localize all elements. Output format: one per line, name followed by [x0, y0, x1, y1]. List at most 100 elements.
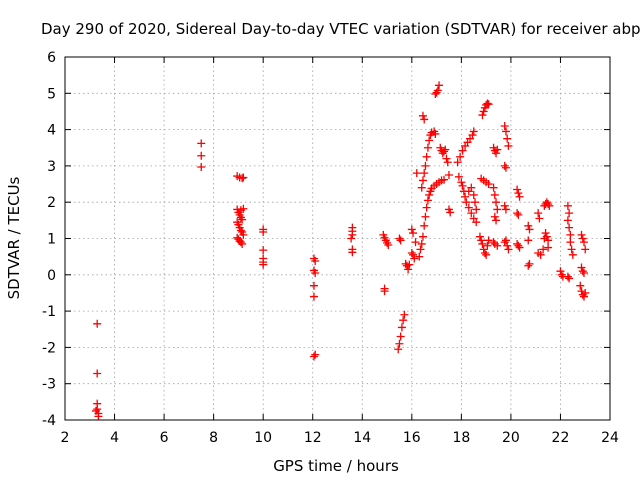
- data-point: [565, 223, 574, 232]
- data-point: [405, 260, 414, 269]
- data-point: [238, 239, 247, 248]
- x-axis-title: GPS time / hours: [273, 457, 399, 475]
- data-point: [493, 241, 502, 250]
- data-point: [484, 100, 493, 109]
- data-point: [524, 261, 533, 270]
- data-point: [484, 236, 493, 245]
- data-point: [514, 241, 523, 250]
- data-point: [579, 292, 588, 301]
- x-tick-label: 14: [353, 430, 371, 446]
- data-point: [484, 180, 493, 189]
- data-point: [93, 319, 102, 328]
- data-point: [525, 225, 534, 234]
- data-point: [259, 260, 268, 269]
- x-tick-label: 10: [254, 430, 272, 446]
- y-tick-label: 4: [47, 123, 56, 139]
- data-point: [566, 230, 575, 239]
- data-point: [493, 145, 502, 154]
- x-tick-label: 24: [601, 430, 619, 446]
- data-point: [394, 345, 403, 354]
- data-point: [441, 145, 450, 154]
- y-tick-label: 6: [47, 50, 56, 66]
- data-point: [395, 339, 404, 348]
- data-point: [556, 267, 565, 276]
- x-tick-label: 22: [552, 430, 570, 446]
- x-tick-label: 12: [304, 430, 322, 446]
- data-point: [309, 292, 318, 301]
- data-point: [478, 239, 487, 248]
- data-point: [454, 172, 463, 181]
- x-tick-label: 16: [403, 430, 421, 446]
- data-point: [397, 323, 406, 332]
- data-point: [536, 250, 545, 259]
- data-point: [501, 127, 510, 136]
- chart-title: Day 290 of 2020, Sidereal Day-to-day VTE…: [41, 20, 640, 38]
- data-point: [475, 232, 484, 241]
- data-points: [91, 81, 590, 421]
- data-point: [239, 173, 248, 182]
- y-axis-title: SDTVAR / TECUs: [5, 176, 23, 299]
- data-point: [197, 162, 206, 171]
- data-point: [544, 200, 553, 209]
- data-point: [197, 139, 206, 148]
- x-tick-label: 2: [61, 430, 70, 446]
- data-point: [469, 127, 478, 136]
- data-point: [468, 131, 477, 140]
- data-point: [420, 115, 429, 124]
- data-point: [453, 158, 462, 167]
- data-point: [442, 154, 451, 163]
- data-point: [238, 215, 247, 224]
- data-point: [539, 245, 548, 254]
- data-point: [259, 227, 268, 236]
- data-point: [417, 239, 426, 248]
- data-point: [409, 229, 418, 238]
- data-point: [467, 183, 476, 192]
- data-point: [524, 236, 533, 245]
- data-point: [457, 178, 466, 187]
- data-point: [380, 287, 389, 296]
- data-point: [411, 238, 420, 247]
- data-point: [311, 257, 320, 266]
- data-point: [423, 143, 432, 152]
- x-tick-label: 8: [209, 430, 218, 446]
- data-point: [311, 350, 320, 359]
- data-point: [480, 249, 489, 258]
- data-point: [458, 146, 467, 155]
- data-point: [464, 203, 473, 212]
- data-point: [492, 216, 501, 225]
- data-point: [407, 225, 416, 234]
- data-point: [567, 245, 576, 254]
- data-point: [348, 248, 357, 257]
- x-tick-label: 6: [160, 430, 169, 446]
- data-point: [418, 232, 427, 241]
- data-point: [489, 238, 498, 247]
- data-point: [470, 198, 479, 207]
- data-point: [483, 241, 492, 250]
- data-point: [444, 170, 453, 179]
- grid-lines: [65, 57, 610, 420]
- data-point: [578, 234, 587, 243]
- data-point: [500, 121, 509, 130]
- data-point: [309, 281, 318, 290]
- data-point: [404, 265, 413, 274]
- data-point: [515, 243, 524, 252]
- data-point: [541, 229, 550, 238]
- data-point: [504, 245, 513, 254]
- data-point: [477, 236, 486, 245]
- data-point: [563, 272, 572, 281]
- data-point: [420, 221, 429, 230]
- data-point: [422, 203, 431, 212]
- y-tick-label: 1: [47, 232, 56, 248]
- data-point: [492, 198, 501, 207]
- data-point: [566, 238, 575, 247]
- x-axis: 2 4 6 8 10 12 14 16 18 20 22 24: [61, 57, 619, 446]
- data-point: [446, 208, 455, 217]
- data-point: [238, 174, 247, 183]
- data-point: [396, 332, 405, 341]
- data-point: [425, 136, 434, 145]
- data-point: [581, 245, 590, 254]
- data-point: [503, 241, 512, 250]
- y-tick-label: 0: [47, 268, 56, 284]
- y-tick-label: -1: [42, 304, 56, 320]
- data-point: [395, 234, 404, 243]
